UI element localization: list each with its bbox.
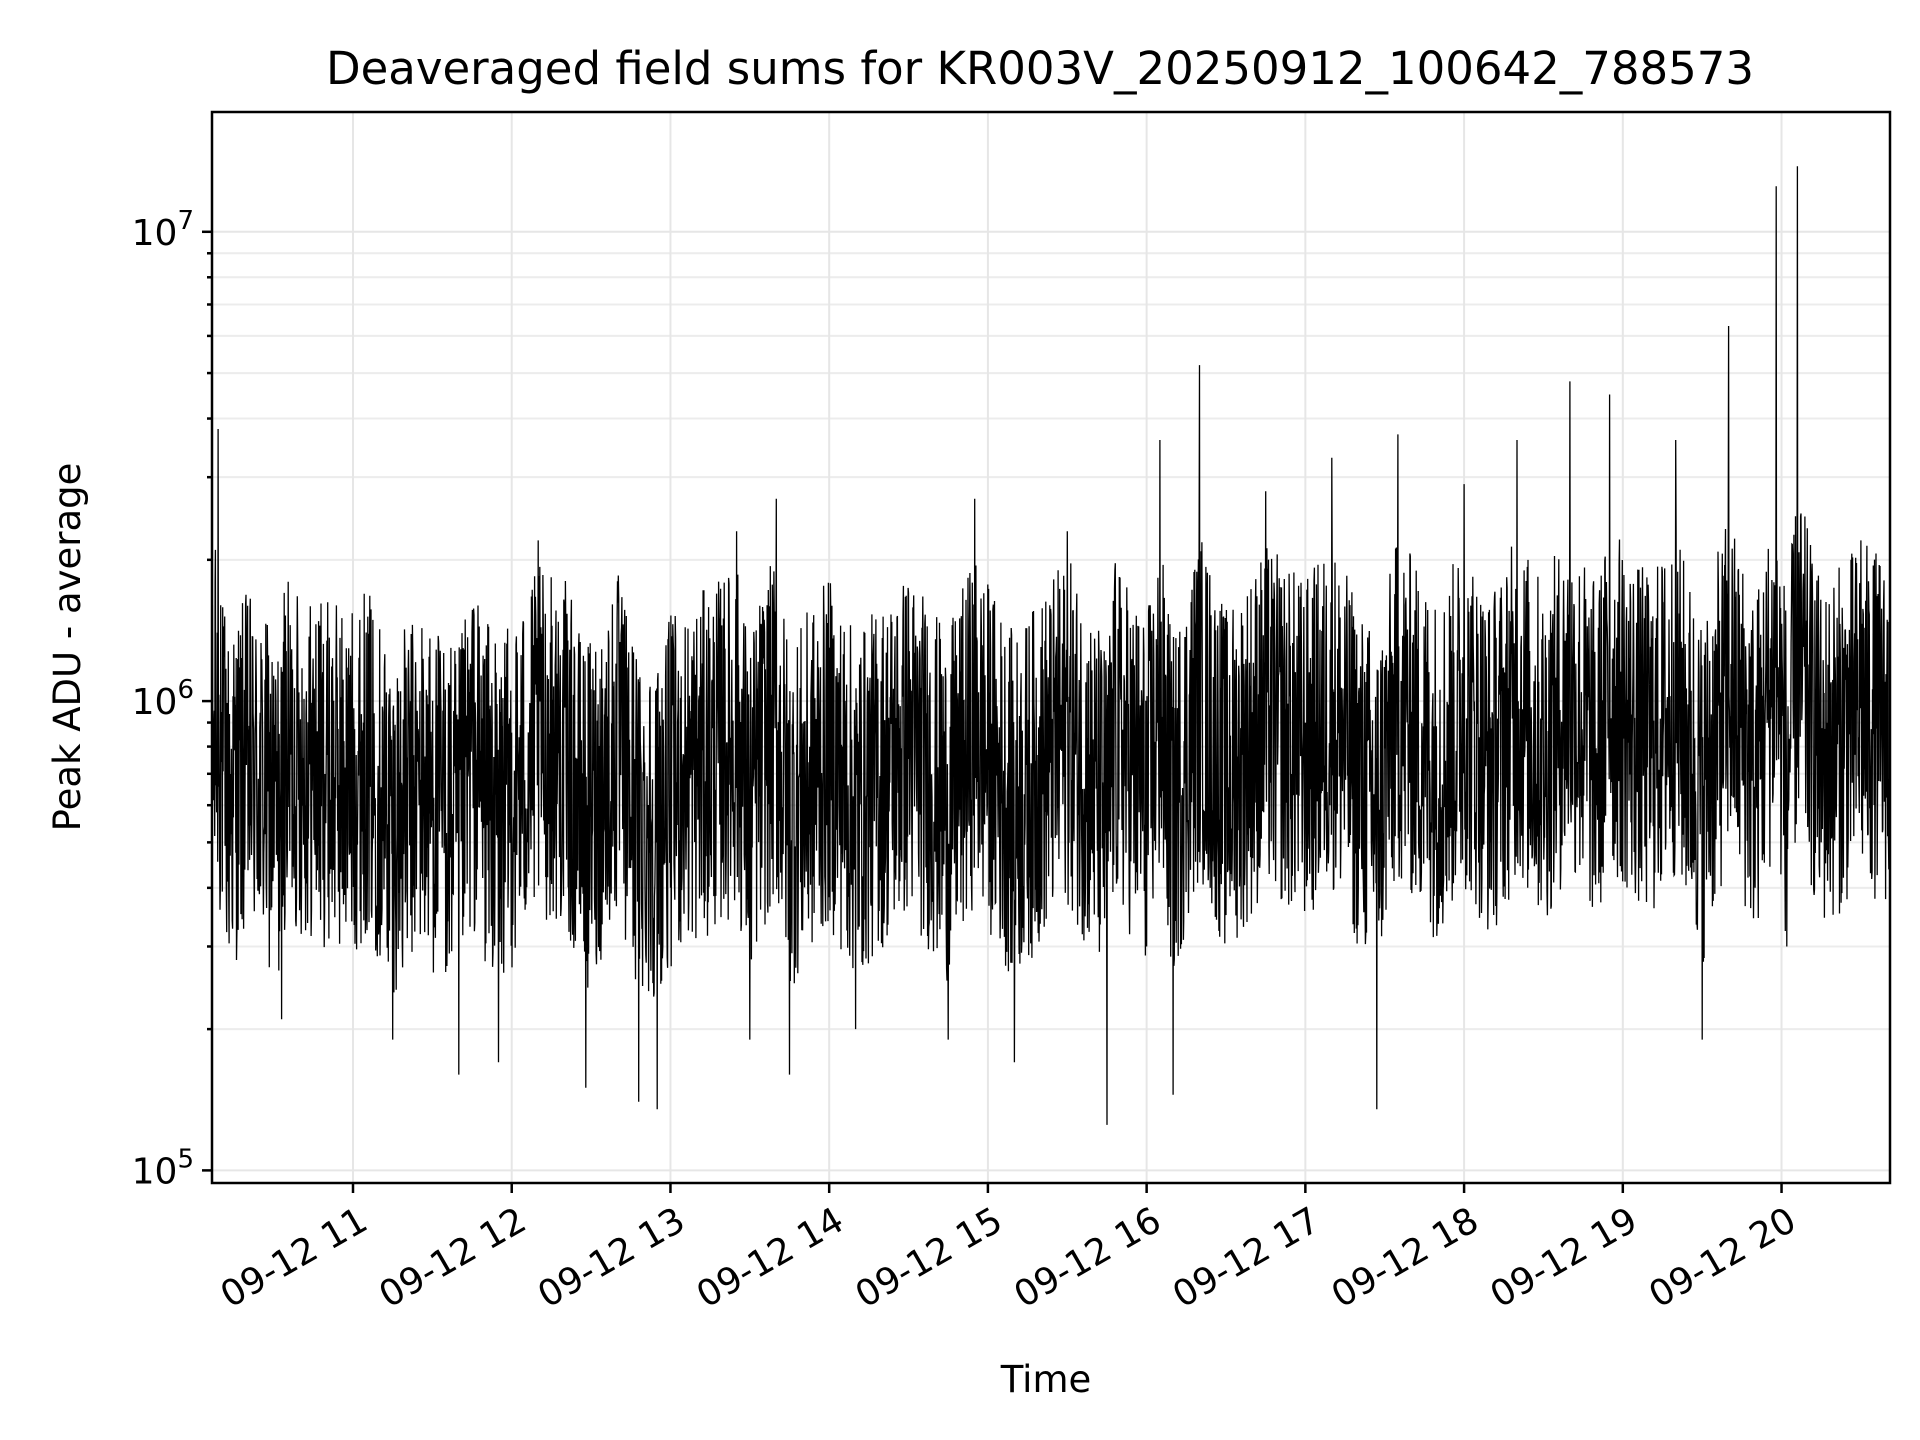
y-tick-label: 107 (132, 206, 194, 254)
x-tick-label: 09-12 13 (531, 1200, 692, 1316)
x-tick-label: 09-12 12 (373, 1200, 534, 1316)
y-tick-label: 105 (132, 1144, 194, 1192)
y-tick-label: 106 (132, 675, 194, 723)
x-tick-label: 09-12 17 (1166, 1200, 1327, 1316)
x-tick-label: 09-12 15 (849, 1200, 1010, 1316)
series-line-0 (212, 166, 1890, 1125)
chart-title: Deaveraged field sums for KR003V_2025091… (326, 42, 1754, 95)
y-axis-label: Peak ADU - average (46, 463, 89, 832)
series-layer (212, 166, 1890, 1125)
x-tick-label: 09-12 19 (1484, 1200, 1645, 1316)
plot-frame (210, 110, 1892, 1185)
x-axis-label: Time (1000, 1358, 1092, 1401)
x-tick-label: 09-12 16 (1007, 1200, 1168, 1316)
x-tick-label: 09-12 20 (1642, 1200, 1803, 1316)
x-tick-label: 09-12 18 (1325, 1200, 1486, 1316)
x-tick-label: 09-12 11 (214, 1200, 375, 1316)
x-tick-label: 09-12 14 (690, 1200, 851, 1316)
